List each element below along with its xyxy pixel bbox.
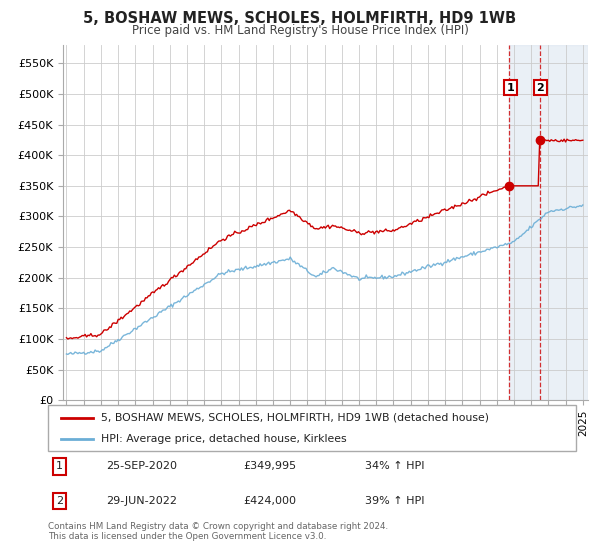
Bar [509,45,588,400]
Text: £349,995: £349,995 [244,461,296,472]
Text: 5, BOSHAW MEWS, SCHOLES, HOLMFIRTH, HD9 1WB (detached house): 5, BOSHAW MEWS, SCHOLES, HOLMFIRTH, HD9 … [101,413,489,423]
Text: 5, BOSHAW MEWS, SCHOLES, HOLMFIRTH, HD9 1WB: 5, BOSHAW MEWS, SCHOLES, HOLMFIRTH, HD9 … [83,11,517,26]
Text: Price paid vs. HM Land Registry's House Price Index (HPI): Price paid vs. HM Land Registry's House … [131,24,469,36]
Text: 1: 1 [506,83,514,93]
Text: 39% ↑ HPI: 39% ↑ HPI [365,496,424,506]
Text: 2: 2 [536,83,544,93]
Text: HPI: Average price, detached house, Kirklees: HPI: Average price, detached house, Kirk… [101,434,346,444]
Text: 34% ↑ HPI: 34% ↑ HPI [365,461,424,472]
Text: Contains HM Land Registry data © Crown copyright and database right 2024.
This d: Contains HM Land Registry data © Crown c… [48,522,388,542]
Text: 1: 1 [56,461,63,472]
Text: 2: 2 [56,496,63,506]
Text: 25-SEP-2020: 25-SEP-2020 [106,461,177,472]
Text: £424,000: £424,000 [244,496,296,506]
Text: 29-JUN-2022: 29-JUN-2022 [106,496,177,506]
FancyBboxPatch shape [48,405,576,451]
